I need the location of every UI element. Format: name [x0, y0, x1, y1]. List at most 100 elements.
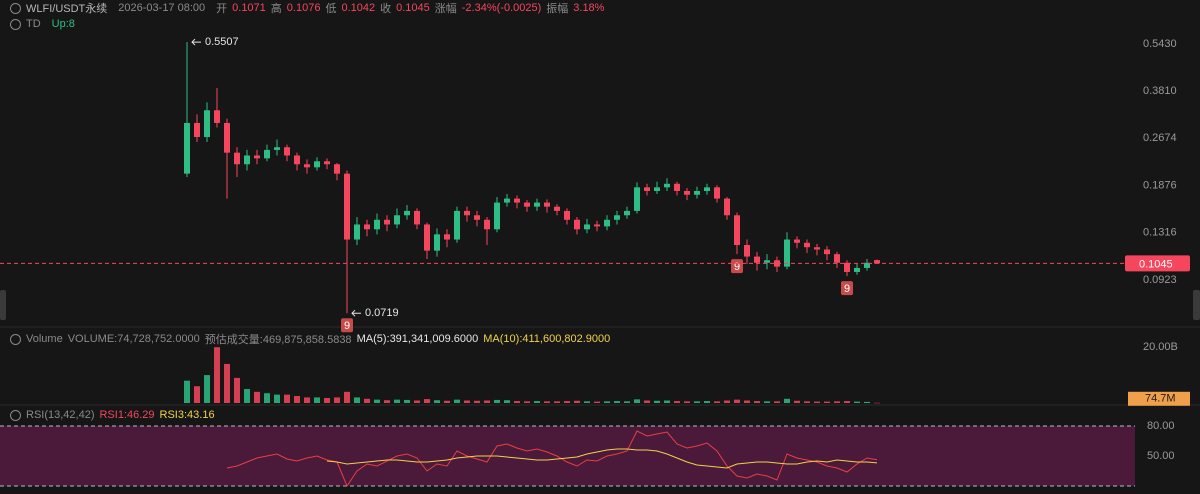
- candle-body: [524, 202, 530, 207]
- volume-bar: [344, 391, 350, 403]
- annotation-arrow: [191, 38, 201, 46]
- candle-body: [474, 215, 480, 220]
- eye-icon[interactable]: [10, 2, 21, 14]
- candle-body: [204, 110, 210, 137]
- symbol: WLFI/USDT永续: [26, 3, 108, 15]
- volume-bar: [464, 400, 470, 403]
- candle-body: [314, 161, 320, 168]
- legend-item: RSI1:46.29: [99, 409, 155, 421]
- candle-body: [394, 215, 400, 225]
- eye-icon[interactable]: [10, 18, 21, 30]
- candle-body: [804, 242, 810, 248]
- volume-bar: [624, 401, 630, 403]
- td-label-box: [731, 259, 743, 274]
- volume-bar: [804, 401, 810, 403]
- candle-body: [744, 244, 750, 257]
- eye-icon[interactable]: [10, 409, 21, 421]
- volume-bar: [694, 401, 700, 403]
- time: 2026-03-17 08:00: [118, 2, 206, 14]
- open-value: 0.1071: [232, 2, 266, 14]
- candle-body: [864, 262, 870, 268]
- candle-body: [484, 219, 490, 230]
- volume-bar: [454, 399, 460, 403]
- volume-legend-item: VOLUME:74,728,752.0000: [67, 333, 200, 345]
- volume-bar: [794, 400, 800, 403]
- volume-bar: [404, 399, 410, 403]
- volume-bar: [254, 391, 260, 403]
- right-handle[interactable]: [1193, 290, 1200, 320]
- volume-bar: [244, 389, 250, 403]
- change-value: -2.34%(-0.0025): [461, 2, 542, 14]
- candle-body: [384, 219, 390, 225]
- td-label: 9: [841, 281, 853, 296]
- volume-bar: [354, 397, 360, 403]
- volume-bar: [714, 401, 720, 403]
- volume-bar: [654, 400, 660, 403]
- volume-legend: Volume VOLUME:74,728,752.0000 预估成交量:469,…: [0, 331, 615, 347]
- candle-body: [634, 187, 640, 211]
- volume-bar: [564, 401, 570, 403]
- volume-bar: [544, 401, 550, 403]
- y-tick-label: 0.2674: [1143, 132, 1177, 144]
- volume-bar: [754, 401, 760, 403]
- candle-body: [454, 210, 460, 240]
- current-volume-box: [1128, 391, 1190, 406]
- candle-body: [374, 219, 380, 230]
- volume-bar: [784, 398, 790, 403]
- candle-body: [584, 224, 590, 230]
- candle-body: [404, 210, 410, 216]
- td-label-box: [341, 318, 353, 333]
- y-tick-label: 0.0923: [1143, 274, 1177, 286]
- eye-icon[interactable]: [10, 333, 21, 345]
- volume-bar: [614, 401, 620, 403]
- candle-body: [224, 122, 230, 153]
- volume-bar: [854, 401, 860, 403]
- candle-body: [194, 122, 200, 137]
- volume-bar: [414, 400, 420, 403]
- volume-bar: [574, 400, 580, 403]
- volume-bar: [524, 401, 530, 403]
- volume-bar: [734, 399, 740, 403]
- left-handle[interactable]: [0, 290, 6, 320]
- candle-body: [734, 215, 740, 245]
- candle-body: [274, 147, 280, 150]
- candle-body: [644, 187, 650, 191]
- indicator-name: TD: [26, 18, 41, 30]
- header-row: WLFI/USDT永续 2026-03-17 08:00 开 0.1071 高 …: [0, 0, 609, 16]
- volume-bar: [384, 400, 390, 403]
- volume-bar: [744, 400, 750, 403]
- candle-body: [764, 260, 770, 263]
- candle-body: [814, 247, 820, 250]
- low-label: 低: [325, 3, 337, 15]
- volume-legend-item: MA(5):391,341,009.6000: [356, 333, 479, 345]
- high-value: 0.1076: [286, 2, 321, 14]
- candle-body: [844, 262, 850, 272]
- volume-bar: [674, 401, 680, 403]
- candle-body: [874, 260, 880, 264]
- y-tick-label: 20.00B: [1143, 341, 1178, 353]
- volume-bar: [554, 401, 560, 403]
- volume-bar: [494, 399, 500, 403]
- volume-legend-item: MA(10):411,600,802.9000: [483, 333, 611, 345]
- candle-body: [424, 224, 430, 251]
- td-label: 9: [341, 318, 353, 333]
- volume-bar: [774, 401, 780, 403]
- candle-body: [724, 198, 730, 216]
- td-label-text: 9: [734, 261, 740, 273]
- candle-body: [704, 187, 710, 191]
- candle-body: [284, 147, 290, 156]
- candle-body: [294, 155, 300, 165]
- y-tick-label: 80.00: [1147, 420, 1175, 432]
- rsi-line: [326, 448, 878, 469]
- volume-bar: [834, 401, 840, 403]
- candle-body: [784, 239, 790, 267]
- volume-bar: [534, 401, 540, 403]
- volume-bar: [644, 400, 650, 403]
- rsi-legend: RSI(13,42,42) RSI1:46.29 RSI3:43.16: [0, 407, 220, 423]
- volume-bar: [304, 397, 310, 403]
- volume-bar: [374, 399, 380, 403]
- candle-body: [654, 187, 660, 191]
- candle-body: [564, 210, 570, 220]
- volume-bar: [704, 401, 710, 403]
